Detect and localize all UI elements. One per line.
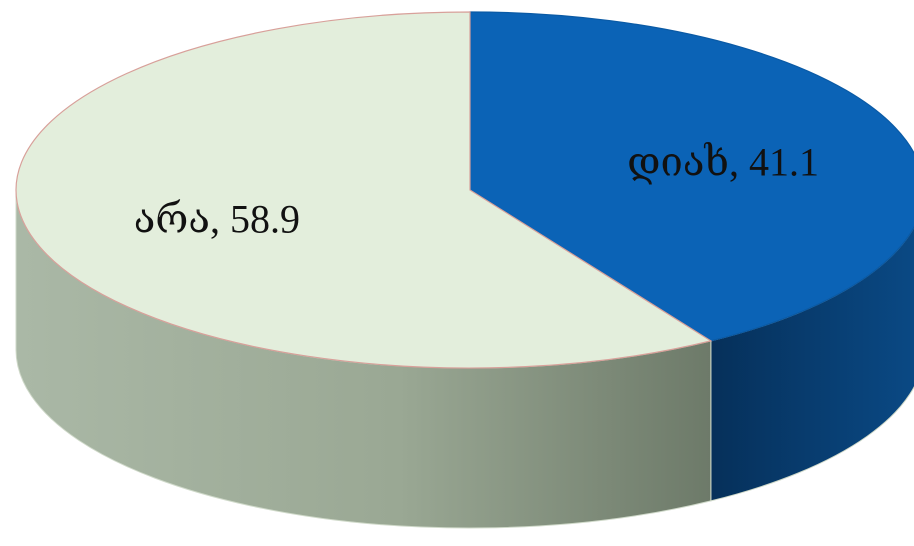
slice-label-1: დიახ, 41.1 — [627, 140, 819, 185]
pie-slice-2 — [15, 11, 713, 369]
pie-labels: დიახ, 41.1 არა, 58.9 — [134, 140, 819, 242]
pie-slice-1 — [469, 11, 914, 342]
slice-label-2: არა, 58.9 — [134, 196, 300, 241]
pie-tops — [15, 11, 914, 369]
